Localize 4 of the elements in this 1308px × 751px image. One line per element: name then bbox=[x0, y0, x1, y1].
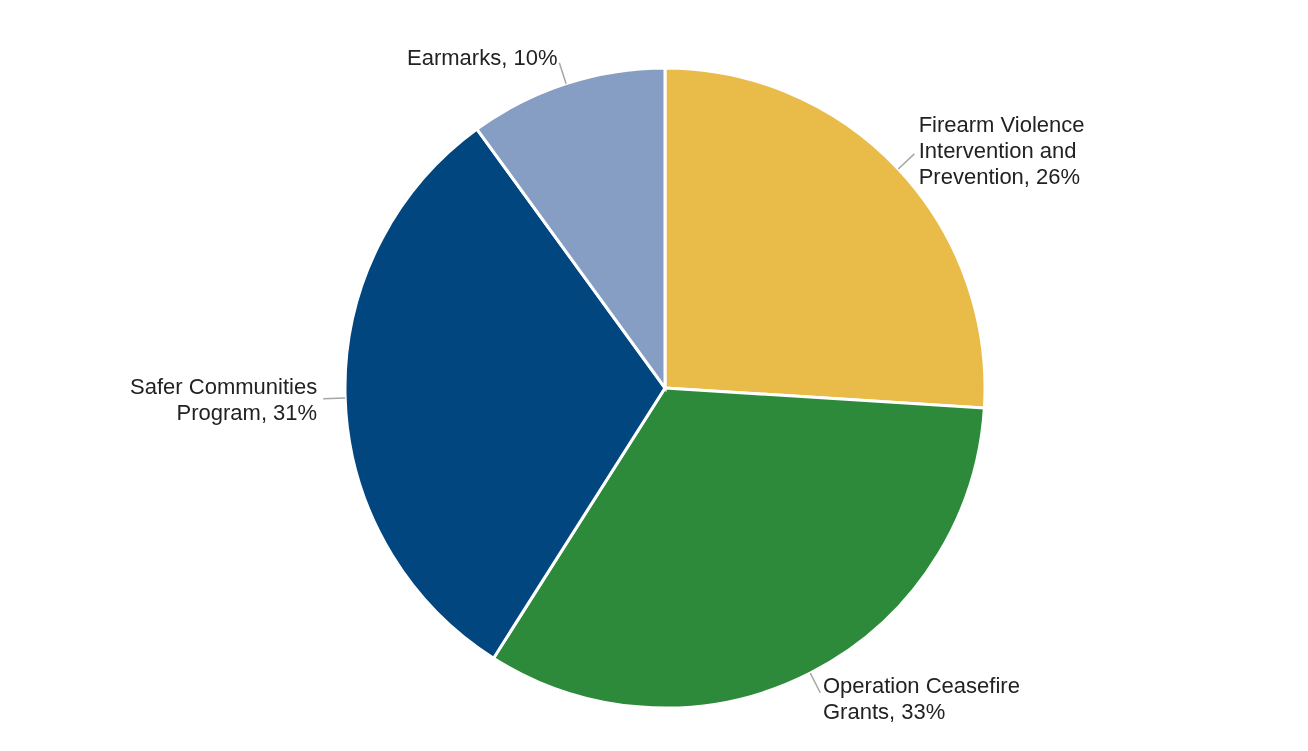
slice-label: Safer Communities Program, 31% bbox=[130, 373, 318, 425]
slice-label: Firearm Violence Intervention and Prevention, 26% bbox=[918, 111, 1085, 189]
slice-label: Operation Ceasefire Grants, 33% bbox=[822, 672, 1020, 724]
slice-label: Earmarks, 10% bbox=[407, 44, 558, 70]
